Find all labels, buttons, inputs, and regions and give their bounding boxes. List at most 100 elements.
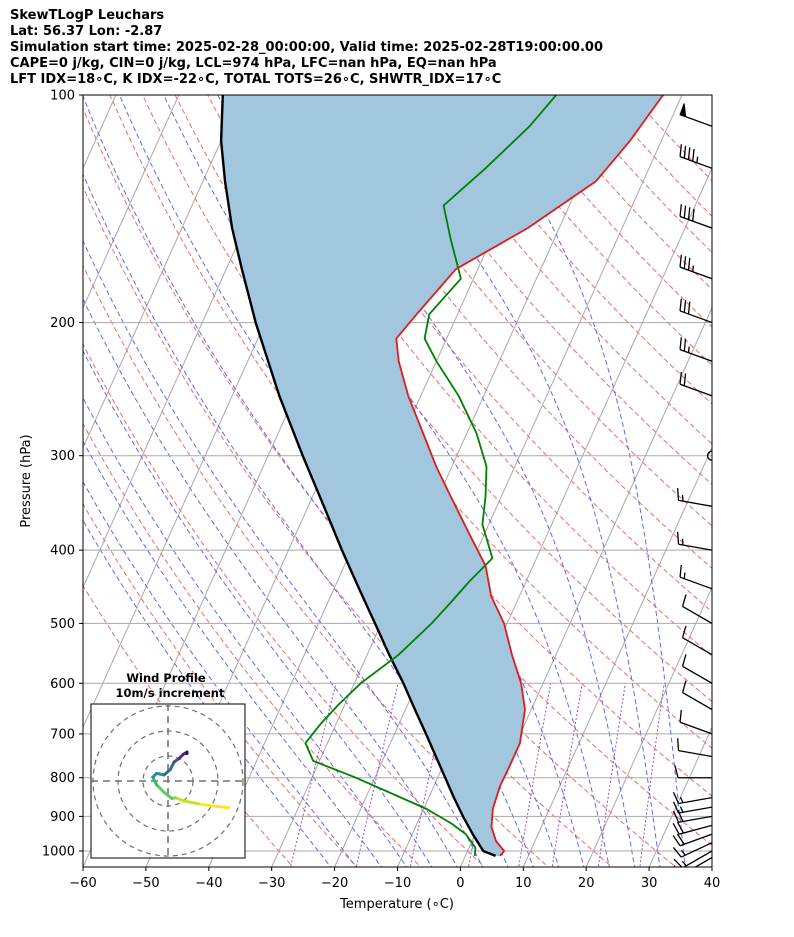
dry-adiabat-line	[402, 95, 712, 445]
mixing-ratio-line	[518, 683, 552, 867]
hodograph-trace	[151, 750, 231, 810]
moist-adiabat-line	[368, 95, 661, 867]
x-tick-label: 40	[704, 876, 721, 891]
wind-barb	[672, 821, 712, 835]
dry-adiabat-line	[370, 95, 712, 486]
isotherm-line	[585, 586, 712, 867]
mixing-ratio-lines	[290, 683, 665, 867]
station-coordinates: Lat: 56.37 Lon: -2.87	[10, 24, 163, 39]
wind-barb	[672, 842, 712, 858]
x-tick-label: −20	[321, 876, 348, 891]
isotherm-line	[775, 95, 794, 867]
isotherm-line	[334, 95, 683, 867]
wind-barb	[681, 680, 712, 711]
y-tick-label: 700	[50, 727, 75, 742]
hodograph-segment	[162, 790, 174, 800]
mixing-ratio-line	[409, 683, 450, 867]
wind-barb	[672, 801, 712, 814]
wind-barb	[674, 765, 712, 779]
y-tick-label: 200	[50, 316, 75, 331]
y-tick-label: 900	[50, 810, 75, 825]
wind-barb	[673, 856, 712, 867]
moist-adiabat-line	[217, 95, 610, 867]
y-tick-label: 1000	[42, 844, 75, 859]
chart-header: SkewTLogP Leuchars Lat: 56.37 Lon: -2.87…	[10, 8, 780, 88]
isotherm-line	[648, 726, 712, 867]
hodograph-segment	[196, 802, 216, 808]
stability-parameters: CAPE=0 j/kg, CIN=0 j/kg, LCL=974 hPa, LF…	[10, 56, 497, 71]
x-tick-label: −50	[132, 876, 159, 891]
x-tick-label: −30	[258, 876, 285, 891]
isotherm-line	[83, 95, 180, 310]
y-tick-label: 300	[50, 449, 75, 464]
wind-barb	[679, 298, 712, 324]
mixing-ratio-line	[290, 683, 337, 867]
x-axis-ticks: −60 −50 −40 −30 −20 −10 0 10 20 30 40	[69, 867, 720, 891]
mixing-ratio-line	[551, 683, 583, 867]
hodograph-inset: Wind Profile 10m/s increment	[90, 671, 246, 859]
wind-barb	[679, 371, 712, 397]
y-tick-label: 500	[50, 617, 75, 632]
x-tick-label: −60	[69, 876, 96, 891]
y-axis-ticks: 100 200 300 400 500 600 700 800 900 1000	[42, 89, 83, 859]
wind-barbs	[672, 103, 712, 867]
hodograph-segment	[181, 799, 200, 806]
dry-adiabat-line	[83, 584, 294, 867]
dry-adiabat-line	[304, 95, 712, 570]
x-tick-label: −10	[384, 876, 411, 891]
moist-adiabat-line	[473, 95, 686, 867]
hodograph-title: Wind Profile	[126, 671, 206, 685]
hodograph-segment	[212, 804, 231, 810]
y-tick-label: 800	[50, 771, 75, 786]
dry-adiabat-line	[630, 95, 712, 182]
mixing-ratio-line	[639, 683, 665, 867]
wind-barb	[676, 738, 712, 758]
y-tick-label: 600	[50, 677, 75, 692]
moist-adiabat-line	[83, 297, 458, 867]
wind-barb	[679, 337, 712, 362]
wind-barb	[679, 709, 712, 735]
isotherm-line	[271, 95, 620, 867]
wind-barb	[673, 850, 712, 867]
isotherm-line	[711, 865, 712, 867]
simulation-times: Simulation start time: 2025-02-28_00:00:…	[10, 40, 603, 55]
x-tick-label: 30	[641, 876, 658, 891]
isotherm-line	[522, 446, 712, 867]
parcel-profile-line	[219, 95, 497, 858]
x-tick-label: 20	[578, 876, 595, 891]
isotherm-line	[83, 95, 243, 449]
wind-barb	[681, 654, 712, 684]
mixing-ratio-line	[597, 683, 626, 867]
x-tick-label: 10	[515, 876, 532, 891]
wind-barb	[681, 625, 712, 656]
mixing-ratio-line	[355, 683, 399, 867]
y-tick-label: 100	[50, 89, 75, 104]
temperature-profile-line	[395, 95, 664, 857]
wind-barb	[672, 833, 712, 847]
dewpoint-profile-line	[304, 95, 557, 856]
stability-indices: LFT IDX=18∘C, K IDX=-22∘C, TOTAL TOTS=26…	[10, 72, 502, 87]
y-tick-label: 400	[50, 544, 75, 559]
x-axis-label: Temperature (∘C)	[339, 897, 454, 912]
wind-barb	[679, 254, 712, 280]
dry-adiabat-line	[272, 95, 712, 613]
chart-title: SkewTLogP Leuchars	[10, 8, 165, 23]
wind-barb	[706, 450, 712, 461]
wind-barb	[676, 531, 712, 551]
dry-adiabat-line	[337, 95, 712, 527]
y-axis-label: Pressure (hPa)	[19, 434, 34, 527]
wind-barb	[676, 488, 712, 507]
wind-barb	[679, 564, 712, 590]
hodograph-subtitle: 10m/s increment	[116, 686, 225, 700]
hodograph-segment	[155, 783, 166, 794]
cin-shaded-area	[221, 95, 664, 856]
moist-adiabat-line	[284, 95, 636, 867]
wind-barb	[672, 791, 712, 805]
wind-barb	[679, 103, 712, 127]
skewt-plot-area	[83, 95, 794, 867]
wind-barb	[679, 204, 712, 229]
x-tick-label: −40	[195, 876, 222, 891]
dry-adiabat-line	[83, 343, 486, 867]
wind-barb	[679, 144, 712, 169]
